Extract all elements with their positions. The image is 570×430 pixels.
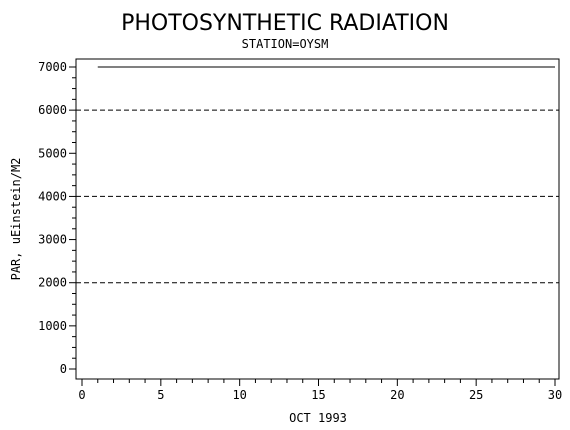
x-tick-label: 25 [469, 388, 483, 402]
y-tick-label: 6000 [38, 103, 67, 117]
x-tick-label: 5 [157, 388, 164, 402]
x-tick-label: 30 [548, 388, 562, 402]
y-tick-label: 0 [60, 362, 67, 376]
y-tick-label: 3000 [38, 233, 67, 247]
x-tick-label: 10 [232, 388, 246, 402]
x-tick-label: 15 [311, 388, 325, 402]
reference-lines [76, 109, 559, 284]
y-tick-label: 1000 [38, 319, 67, 333]
plot-frame [75, 58, 560, 380]
y-axis-label: PAR, uEinstein/M2 [9, 158, 23, 281]
x-tick-label: 20 [390, 388, 404, 402]
y-tick-label: 2000 [38, 276, 67, 290]
x-tick-label: 0 [78, 388, 85, 402]
y-tick-label: 4000 [38, 189, 67, 203]
chart-subtitle: STATION=OYSM [242, 37, 329, 51]
chart-title: PHOTOSYNTHETIC RADIATION [121, 11, 449, 36]
y-axis: 0 1000 2000 3000 4000 5000 6000 7000 [38, 60, 76, 376]
x-axis: 0 5 10 15 20 25 30 [78, 379, 562, 402]
y-tick-label: 7000 [38, 60, 67, 74]
y-tick-label: 5000 [38, 146, 67, 160]
x-axis-label: OCT 1993 [289, 411, 347, 425]
